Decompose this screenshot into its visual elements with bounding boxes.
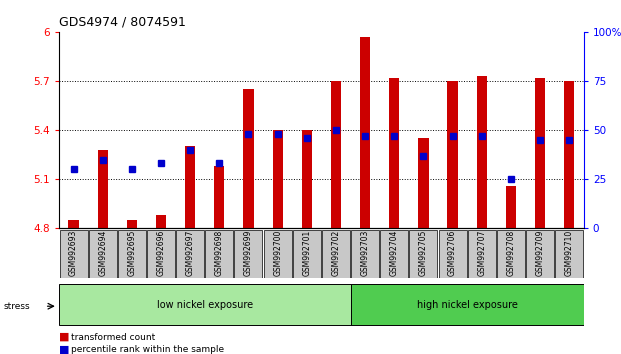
Text: GSM992701: GSM992701 — [302, 230, 311, 276]
Text: ■: ■ — [59, 345, 70, 354]
Text: GSM992706: GSM992706 — [448, 230, 457, 276]
Text: GSM992694: GSM992694 — [98, 230, 107, 276]
Bar — [564, 81, 574, 228]
Bar — [235, 230, 263, 278]
Text: GSM992699: GSM992699 — [244, 230, 253, 276]
Text: GSM992707: GSM992707 — [477, 230, 486, 276]
Bar — [59, 285, 350, 325]
Bar — [322, 230, 350, 278]
Bar — [89, 230, 117, 278]
Text: GSM992704: GSM992704 — [390, 230, 399, 276]
Text: GSM992708: GSM992708 — [506, 230, 515, 276]
Bar — [127, 220, 137, 228]
Bar — [302, 130, 312, 228]
Bar — [331, 81, 341, 228]
Text: GDS4974 / 8074591: GDS4974 / 8074591 — [59, 16, 186, 29]
Text: GSM992703: GSM992703 — [361, 230, 369, 276]
Text: GSM992693: GSM992693 — [69, 230, 78, 276]
Text: GSM992709: GSM992709 — [535, 230, 545, 276]
Bar — [350, 285, 584, 325]
Bar — [156, 215, 166, 228]
Bar — [147, 230, 175, 278]
Bar — [497, 230, 525, 278]
Text: GSM992696: GSM992696 — [156, 230, 166, 276]
Bar — [438, 230, 466, 278]
Text: GSM992698: GSM992698 — [215, 230, 224, 276]
Bar — [351, 230, 379, 278]
Text: GSM992702: GSM992702 — [332, 230, 340, 276]
Bar — [118, 230, 146, 278]
Text: low nickel exposure: low nickel exposure — [156, 299, 253, 309]
Bar — [206, 230, 233, 278]
Bar — [264, 230, 292, 278]
Text: stress: stress — [3, 302, 30, 311]
Bar — [448, 81, 458, 228]
Text: GSM992700: GSM992700 — [273, 230, 282, 276]
Bar — [292, 230, 321, 278]
Bar — [409, 230, 437, 278]
Bar — [214, 166, 224, 228]
Text: GSM992695: GSM992695 — [127, 230, 137, 276]
Text: transformed count: transformed count — [71, 332, 156, 342]
Bar — [360, 37, 370, 228]
Text: GSM992710: GSM992710 — [564, 230, 574, 276]
Text: GSM992697: GSM992697 — [186, 230, 194, 276]
Text: high nickel exposure: high nickel exposure — [417, 299, 517, 309]
Bar — [555, 230, 583, 278]
Bar — [505, 186, 516, 228]
Bar — [380, 230, 408, 278]
Bar — [60, 230, 88, 278]
Bar — [476, 76, 487, 228]
Bar — [273, 130, 283, 228]
Bar — [176, 230, 204, 278]
Bar — [68, 220, 79, 228]
Bar — [185, 147, 195, 228]
Bar — [419, 138, 428, 228]
Bar — [243, 89, 253, 228]
Bar — [468, 230, 496, 278]
Text: ■: ■ — [59, 332, 70, 342]
Text: percentile rank within the sample: percentile rank within the sample — [71, 345, 225, 354]
Bar — [526, 230, 554, 278]
Bar — [97, 150, 108, 228]
Text: GSM992705: GSM992705 — [419, 230, 428, 276]
Bar — [535, 78, 545, 228]
Bar — [389, 78, 399, 228]
